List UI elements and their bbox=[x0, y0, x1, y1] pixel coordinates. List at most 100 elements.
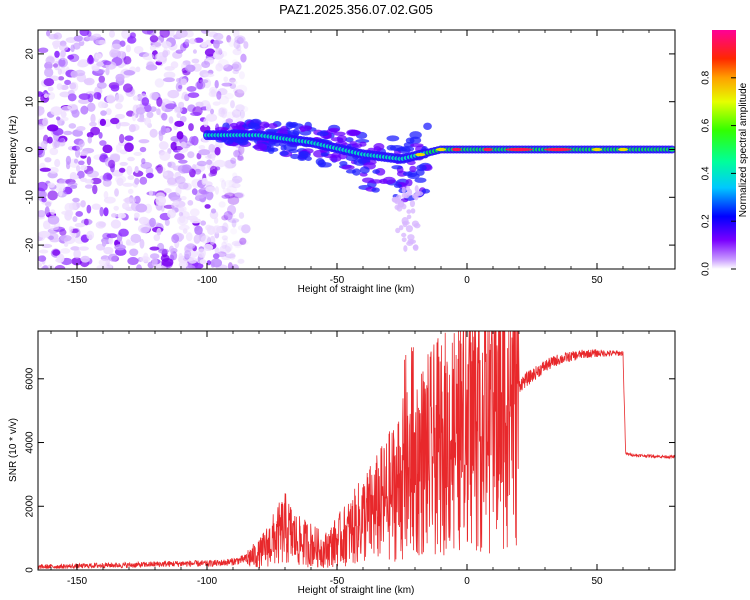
spectrogram-noise-blob bbox=[156, 164, 163, 174]
spectrogram-noise-blob bbox=[190, 111, 202, 117]
colorbar-ticks: 0.0 0.2 0.4 0.6 0.8 bbox=[701, 70, 736, 276]
spectrogram-noise-blob bbox=[141, 158, 146, 165]
spectrogram-noise-blob bbox=[96, 264, 109, 269]
spectrogram-noise-blob bbox=[43, 93, 49, 99]
spectrogram-tone-scatter bbox=[415, 190, 421, 196]
spectrogram-noise-blob bbox=[219, 245, 231, 254]
spectrogram-noise-blob bbox=[213, 217, 219, 224]
spectrogram-noise-blob bbox=[176, 131, 184, 140]
spectrogram-xtick-label: 50 bbox=[591, 275, 603, 286]
spectrogram-tone-scatter bbox=[411, 220, 419, 227]
spectrogram-noise-blob bbox=[191, 58, 200, 64]
spectrogram-tone-scatter bbox=[249, 123, 261, 130]
spectrogram-noise-blob bbox=[146, 111, 154, 119]
spectrogram-noise-blob bbox=[214, 186, 220, 195]
spectrogram-tone-scatter bbox=[392, 196, 401, 203]
spectrogram-noise-blob bbox=[110, 117, 120, 125]
snr-xtick-label: -100 bbox=[197, 576, 217, 587]
spectrogram-tone-peak bbox=[505, 147, 533, 152]
colorbar-tick-label: 0.4 bbox=[701, 166, 712, 180]
spectrogram-tone-scatter bbox=[345, 137, 354, 143]
spectrogram-noise-blob bbox=[47, 182, 56, 188]
snr-xtick-label: -150 bbox=[67, 576, 87, 587]
spectrogram-tone-scatter bbox=[346, 129, 359, 137]
spectrogram-noise-blob bbox=[90, 126, 101, 136]
spectrogram-noise-blob bbox=[139, 238, 145, 249]
spectrogram-noise-blob bbox=[196, 160, 207, 167]
spectrogram-noise-blob bbox=[117, 213, 127, 219]
spectrogram-noise-blob bbox=[219, 112, 226, 118]
spectrogram-noise-blob bbox=[65, 209, 74, 217]
spectrogram-noise-blob bbox=[165, 103, 177, 110]
spectrogram-noise-blob bbox=[177, 164, 189, 174]
spectrogram-noise-blob bbox=[114, 93, 125, 103]
spectrogram-noise-blob bbox=[161, 102, 166, 112]
spectrogram-noise-blob bbox=[200, 235, 211, 244]
spectrogram-noise-blob bbox=[239, 237, 247, 245]
spectrogram-noise-blob bbox=[205, 103, 212, 112]
spectrogram-noise-blob bbox=[138, 139, 150, 144]
spectrogram-tone-scatter bbox=[268, 140, 276, 147]
spectrogram-noise-blob bbox=[67, 103, 79, 111]
spectrogram-noise-blob bbox=[59, 91, 71, 98]
spectrogram-noise-blob bbox=[233, 88, 238, 93]
spectrogram-noise-blob bbox=[162, 50, 169, 58]
spectrogram-noise-blob bbox=[224, 253, 236, 259]
colorbar-label: Normalized spectral amplitude bbox=[738, 82, 749, 217]
spectrogram-noise-blob bbox=[52, 40, 63, 48]
spectrogram-tone-scatter bbox=[299, 125, 312, 132]
spectrogram-noise-blob bbox=[202, 73, 215, 78]
spectrogram-tone-scatter bbox=[414, 177, 427, 183]
spectrogram-noise-blob bbox=[219, 177, 225, 183]
spectrogram-noise-blob bbox=[47, 190, 58, 201]
spectrogram-noise-blob bbox=[232, 172, 238, 179]
spectrogram-ylabel: Frequency (Hz) bbox=[8, 116, 19, 185]
spectrogram-noise-blob bbox=[239, 109, 245, 119]
spectrogram-noise-blob bbox=[156, 97, 163, 107]
spectrogram-noise-blob bbox=[235, 84, 248, 94]
spectrogram-noise-blob bbox=[195, 101, 204, 107]
spectrogram-noise-blob bbox=[149, 253, 160, 260]
spectrogram-noise-blob bbox=[105, 108, 112, 116]
spectrogram-tone-scatter bbox=[259, 121, 270, 129]
spectrogram-noise-blob bbox=[159, 151, 171, 161]
spectrogram-noise-blob bbox=[60, 50, 66, 58]
spectrogram-noise-blob bbox=[223, 76, 229, 83]
spectrogram-noise-blob bbox=[210, 258, 223, 268]
spectrogram-noise-blob bbox=[229, 82, 237, 90]
spectrogram-tone-scatter bbox=[304, 156, 312, 161]
spectrogram-noise-blob bbox=[223, 64, 233, 72]
spectrogram-noise-blob bbox=[227, 79, 238, 85]
spectrogram-noise-blob bbox=[70, 246, 80, 251]
spectrogram-noise-blob bbox=[90, 177, 102, 185]
spectrogram-tone-scatter bbox=[409, 200, 416, 208]
spectrogram-noise-blob bbox=[60, 116, 69, 122]
spectrogram-noise-blob bbox=[223, 238, 229, 244]
colorbar-tick-label: 0.2 bbox=[701, 214, 712, 228]
spectrogram-noise-blob bbox=[179, 115, 187, 123]
spectrogram-tone-scatter bbox=[373, 146, 382, 153]
spectrogram-noise-blob bbox=[187, 200, 194, 206]
spectrogram-noise-blob bbox=[168, 116, 174, 124]
spectrogram-noise-blob bbox=[134, 165, 139, 174]
spectrogram-noise-blob bbox=[220, 108, 227, 119]
spectrogram-noise-blob bbox=[176, 112, 182, 119]
snr-series-line bbox=[38, 331, 675, 570]
spectrogram-ytick-label: -20 bbox=[25, 237, 36, 252]
spectrogram-noise-blob bbox=[72, 216, 78, 223]
spectrogram-noise-blob bbox=[123, 70, 136, 76]
spectrogram-noise-blob bbox=[80, 105, 89, 115]
spectrogram-noise-blob bbox=[78, 93, 91, 100]
spectrogram-noise-blob bbox=[103, 191, 109, 199]
spectrogram-noise-blob bbox=[178, 182, 189, 190]
spectrogram-noise-blob bbox=[38, 181, 48, 192]
spectrogram-noise-blob bbox=[143, 104, 152, 113]
spectrogram-noise-blob bbox=[205, 186, 216, 193]
spectrogram-noise-blob bbox=[105, 174, 113, 181]
spectrogram-noise-blob bbox=[175, 49, 184, 54]
spectrogram-tone-scatter bbox=[369, 179, 383, 184]
spectrogram-noise-blob bbox=[173, 200, 180, 206]
spectrogram-noise-blob bbox=[201, 177, 207, 185]
spectrogram-noise-blob bbox=[108, 236, 114, 245]
